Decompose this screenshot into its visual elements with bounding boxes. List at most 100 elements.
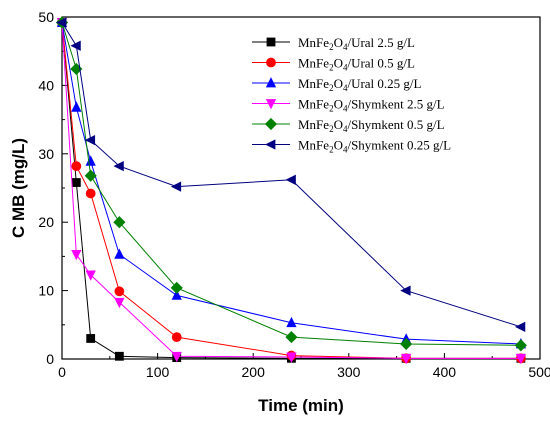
legend-text-part: MnFe [298, 138, 329, 153]
data-point [400, 285, 411, 296]
legend-text-part: MnFe [298, 35, 329, 50]
legend-text-part: /Shymkent 2.5 g/L [347, 97, 444, 112]
x-tick-label: 300 [337, 364, 361, 380]
legend-text-part: MnFe [298, 76, 329, 91]
data-point [56, 17, 67, 28]
x-tick-label: 0 [58, 364, 66, 380]
legend-item: MnFe2O4/Ural 0.5 g/L [252, 56, 415, 73]
legend-text-part: O [334, 117, 343, 132]
data-point [70, 40, 81, 51]
series-line [61, 22, 521, 359]
data-point [85, 155, 96, 166]
legend-text-part: /Ural 0.5 g/L [347, 56, 415, 71]
x-tick-label: 400 [433, 364, 457, 380]
data-point [85, 188, 96, 199]
data-point [400, 337, 413, 351]
data-point [286, 316, 297, 328]
data-point [71, 101, 82, 112]
data-point [286, 352, 297, 363]
data-point [285, 174, 296, 185]
legend-subscript: 2 [329, 124, 334, 134]
data-point [171, 351, 182, 363]
series-2 [57, 17, 526, 364]
data-point [113, 216, 126, 229]
data-point [114, 297, 125, 309]
legend-label: MnFe2O4/Ural 0.25 g/L [298, 76, 422, 93]
legend-subscript: 4 [343, 83, 348, 93]
legend-text-part: /Ural 2.5 g/L [347, 35, 415, 50]
data-point [84, 134, 96, 146]
data-point [85, 270, 96, 281]
data-point [171, 332, 182, 343]
legend-subscript: 4 [343, 42, 348, 52]
data-point [170, 281, 183, 294]
legend-subscript: 4 [343, 63, 348, 73]
legend-text-part: /Shymkent 0.5 g/L [347, 117, 444, 132]
data-point [401, 353, 412, 365]
legend-text-part: O [334, 35, 343, 50]
y-tick-label: 40 [38, 77, 54, 93]
legend-text-part: MnFe [298, 117, 329, 132]
data-point [113, 160, 124, 172]
data-point [86, 334, 96, 343]
data-point [71, 161, 82, 172]
legend-marker [265, 139, 276, 150]
data-point [71, 249, 82, 261]
legend-item: MnFe2O4/Shymkent 2.5 g/L [252, 97, 445, 114]
y-axis: 0 10 20 30 40 50 [38, 9, 68, 367]
legend-text-part: O [334, 138, 343, 153]
legend-item: MnFe2O4/Shymkent 0.5 g/L [252, 117, 445, 134]
series-4 [56, 18, 527, 365]
legend-marker [265, 77, 277, 88]
data-point [170, 181, 182, 192]
data-point [285, 331, 298, 344]
legend-subscript: 4 [343, 145, 348, 155]
legend-marker [266, 37, 276, 47]
legend-text-part: O [334, 97, 343, 112]
legend-label: MnFe2O4/Shymkent 0.25 g/L [298, 138, 451, 155]
legend-subscript: 2 [329, 104, 334, 114]
data-point [114, 286, 125, 297]
legend-text-part: /Ural 0.25 g/L [347, 76, 421, 91]
legend-label: MnFe2O4/Shymkent 2.5 g/L [298, 97, 445, 114]
data-point [114, 351, 124, 361]
series-line [61, 22, 521, 346]
legend-label: MnFe2O4/Shymkent 0.5 g/L [298, 117, 445, 134]
x-tick-label: 100 [146, 364, 170, 380]
legend-text-part: MnFe [298, 56, 329, 71]
x-axis-title: Time (min) [258, 396, 344, 415]
legend-text-part: O [334, 76, 343, 91]
data-point [114, 248, 125, 259]
data-point [71, 178, 81, 187]
y-tick-label: 0 [46, 351, 54, 367]
series-line [61, 22, 521, 359]
y-tick-label: 10 [38, 283, 54, 299]
data-point [515, 353, 527, 365]
legend-label: MnFe2O4/Ural 2.5 g/L [298, 35, 415, 52]
legend-text-part: O [334, 56, 343, 71]
data-point [84, 169, 97, 182]
legend-item: MnFe2O4/Ural 0.25 g/L [252, 76, 422, 93]
legend-subscript: 2 [329, 83, 334, 93]
legend-marker [264, 117, 278, 131]
x-axis: 0 100 200 300 400 500 [58, 353, 550, 380]
y-axis-title: C MB (mg/L) [9, 138, 28, 238]
data-point [171, 289, 182, 300]
y-tick-label: 30 [38, 146, 54, 162]
legend-item: MnFe2O4/Ural 2.5 g/L [252, 35, 415, 52]
legend-label: MnFe2O4/Ural 0.5 g/L [298, 56, 415, 73]
series-line [61, 22, 521, 345]
y-tick-label: 50 [38, 9, 54, 25]
data-point [514, 339, 527, 352]
data-point [514, 321, 526, 332]
legend-marker [266, 57, 276, 68]
y-tick-label: 20 [38, 214, 54, 230]
series-layer [55, 16, 527, 365]
legend-item: MnFe2O4/Shymkent 0.25 g/L [252, 138, 451, 155]
series-line [61, 22, 522, 328]
legend-subscript: 4 [343, 124, 348, 134]
legend-marker [265, 99, 277, 110]
x-tick-label: 500 [528, 364, 550, 380]
